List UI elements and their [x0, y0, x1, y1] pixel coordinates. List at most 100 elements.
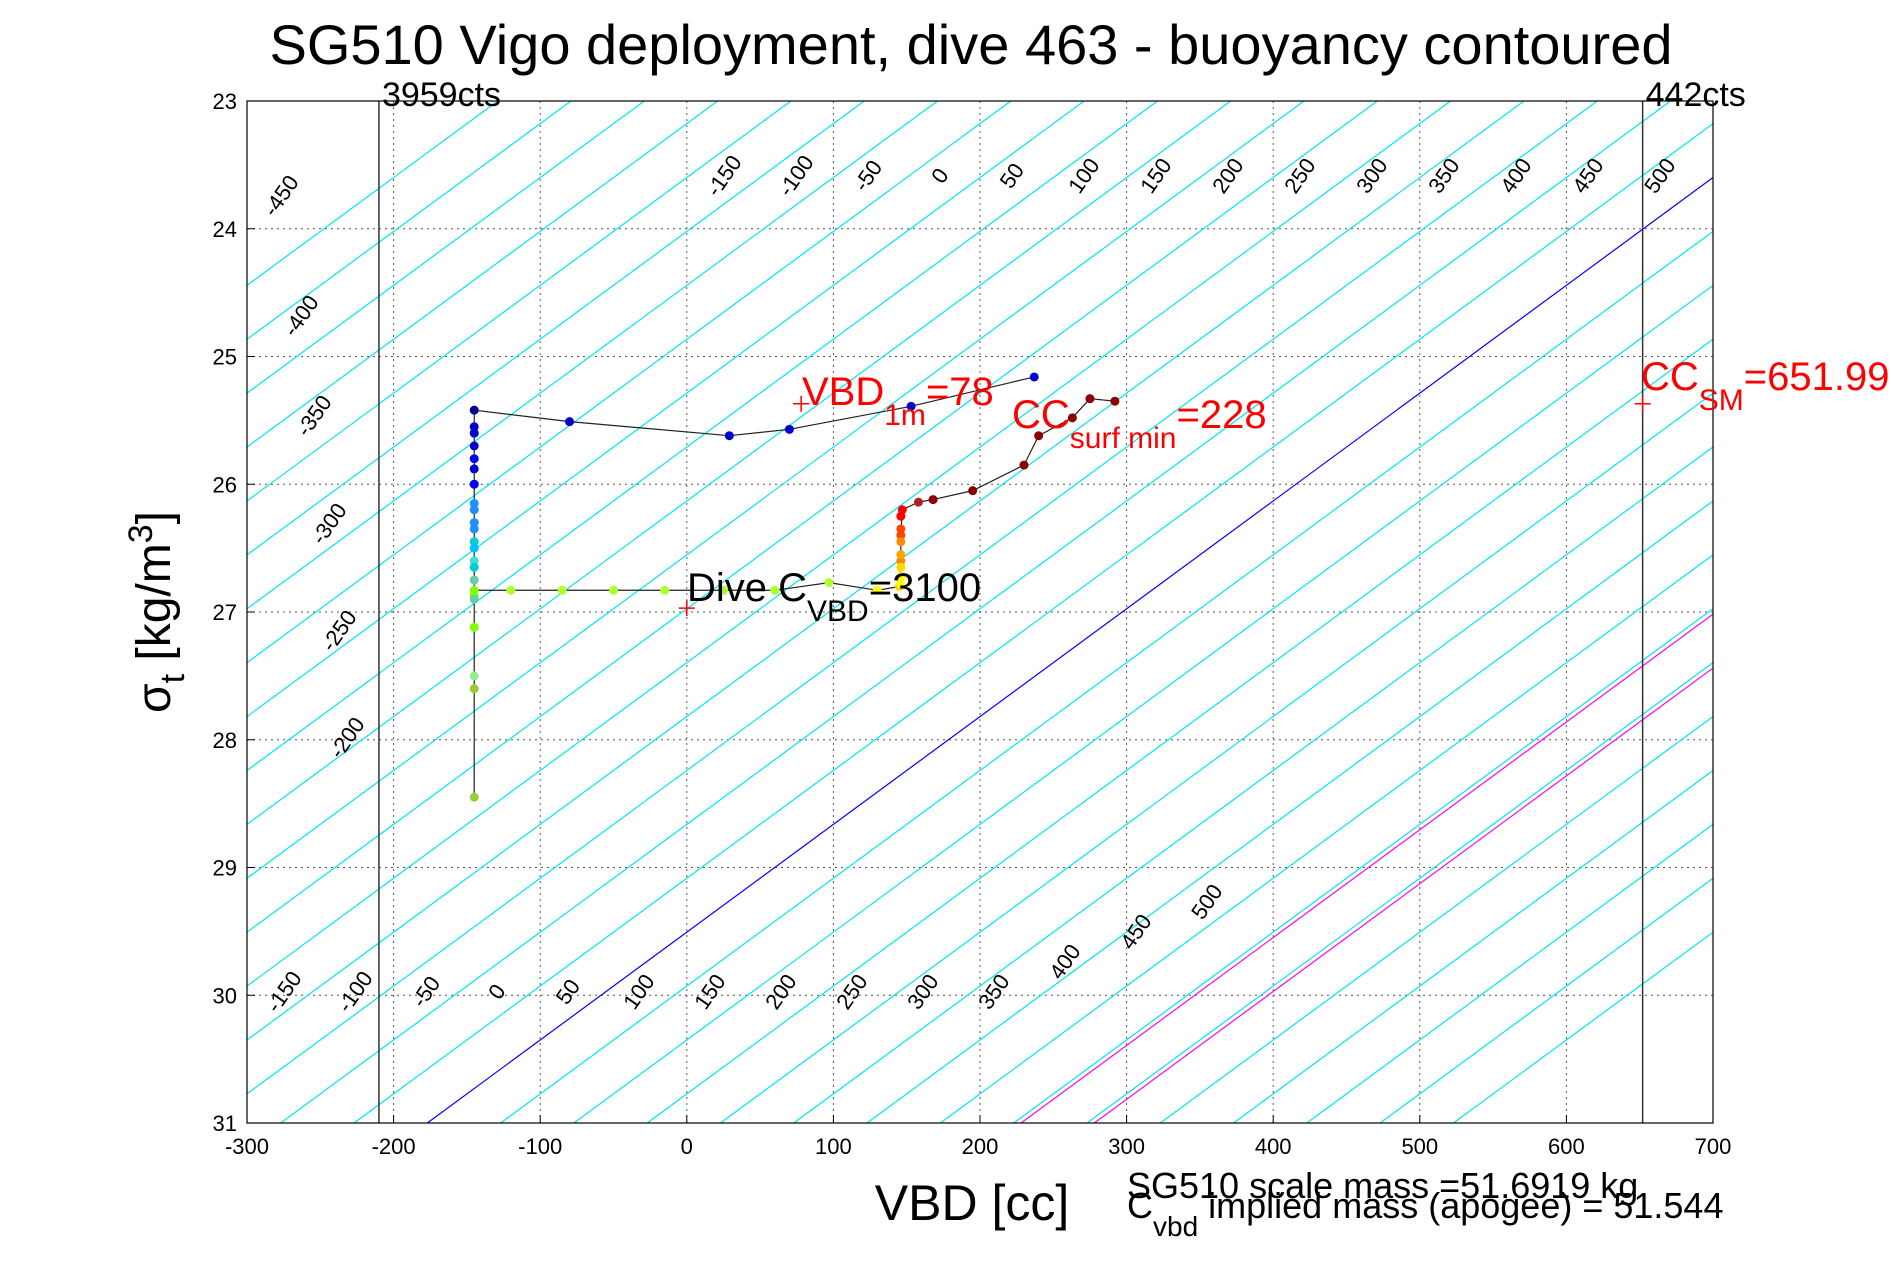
contour-line	[1379, 877, 1713, 1123]
cc-surf-value: =228	[1176, 393, 1266, 437]
dive-point	[896, 524, 906, 534]
dive-point	[1085, 394, 1095, 404]
vbd-1m-annotation: VBD1m=78	[802, 370, 994, 432]
dive-point	[565, 417, 575, 427]
dive-point	[968, 486, 978, 496]
contour-line	[247, 101, 938, 610]
contour-line	[247, 101, 1085, 718]
dive-point	[557, 585, 567, 595]
dive-point	[469, 594, 479, 604]
dive-point	[1029, 372, 1039, 382]
vbd-1m-value: =78	[926, 370, 994, 414]
dive-point	[718, 585, 728, 595]
y-axis-label: σt [kg/m3]	[122, 511, 192, 713]
contour-line	[247, 101, 792, 502]
dive-point	[724, 431, 734, 441]
x-tick-label: -200	[372, 1134, 416, 1159]
dive-point	[896, 530, 906, 540]
vbd-1m-main: VBD	[802, 370, 884, 414]
contour-line	[940, 554, 1713, 1123]
dive-cvbd-sub: VBD	[807, 595, 869, 628]
x-tick-label: 600	[1548, 1134, 1585, 1159]
cc-sm-sub: SM	[1699, 384, 1744, 417]
y-axis-label-sub: t	[154, 673, 192, 683]
x-axis-label: VBD [cc]	[875, 1175, 1069, 1231]
y-axis-label-main: σ	[128, 683, 181, 713]
contour-line	[247, 101, 1598, 1095]
y-ticks: 23 24 25 26 27 28 29 30 31	[213, 89, 255, 1136]
x-tick-label: 0	[681, 1134, 693, 1159]
y-axis-label-close: ]	[128, 511, 181, 524]
implied-mass-value: implied mass (apogee) = 51.544	[1198, 1185, 1723, 1226]
dive-point	[469, 505, 479, 515]
y-tick-label: 30	[213, 983, 237, 1008]
x-tick-label: 700	[1695, 1134, 1732, 1159]
dive-point	[660, 585, 670, 595]
dive-point	[469, 518, 479, 528]
dive-point	[896, 537, 906, 547]
x-tick-label: 100	[815, 1134, 852, 1159]
cc-sm-value: =651.99	[1744, 355, 1890, 399]
dive-point	[469, 622, 479, 632]
x-tick-label: 500	[1401, 1134, 1438, 1159]
dive-point	[896, 579, 906, 589]
y-tick-label: 29	[213, 856, 237, 881]
dive-point	[469, 543, 479, 553]
x-ticks: -300 -200 -100 0 100 200 300 400 500 600 700	[225, 1115, 1731, 1159]
dive-point	[469, 422, 479, 432]
y-axis-label-units: [kg/m	[128, 543, 181, 674]
dive-series	[469, 372, 1120, 802]
dive-point	[469, 537, 479, 547]
dive-point	[928, 495, 938, 505]
vertical-limit-lines: 3959cts 442cts	[378, 76, 1746, 1123]
dive-point	[872, 585, 882, 595]
y-tick-label: 24	[213, 217, 237, 242]
contour-line	[247, 101, 499, 287]
dive-point	[469, 464, 479, 474]
dive-track-line	[473, 376, 1035, 798]
dive-point	[469, 556, 479, 566]
dive-cvbd-annotation: Dive CVBD=3100	[687, 566, 981, 628]
contour-line-highlight	[1093, 667, 1713, 1123]
x-tick-label: 200	[962, 1134, 999, 1159]
contour-line	[573, 284, 1713, 1123]
cc-sm-main: CC	[1641, 355, 1699, 399]
contour-line	[866, 500, 1713, 1123]
dive-point	[913, 497, 923, 507]
dive-point	[469, 498, 479, 508]
dive-point	[469, 562, 479, 572]
dive-point	[469, 575, 479, 585]
dive-point	[896, 571, 906, 581]
dive-point	[469, 684, 479, 694]
dive-point	[1110, 396, 1120, 406]
contour-line	[1306, 823, 1713, 1123]
dive-point	[469, 405, 479, 415]
y-tick-label: 31	[213, 1111, 237, 1136]
y-tick-label: 26	[213, 472, 237, 497]
y-tick-label: 23	[213, 89, 237, 114]
x-tick-label: 400	[1255, 1134, 1292, 1159]
scale-mass-footer: SG510 scale mass =51.6919 kg	[1127, 1165, 1638, 1206]
dive-point	[469, 428, 479, 438]
dive-point	[770, 585, 780, 595]
dive-point	[1034, 431, 1044, 441]
cc-surf-main: CC	[1012, 393, 1070, 437]
contour-line	[1159, 715, 1713, 1123]
y-axis-label-sup: 3	[122, 524, 160, 543]
y-tick-label: 28	[213, 728, 237, 753]
vbd-limit-label: 442cts	[1646, 76, 1746, 114]
dive-point	[609, 585, 618, 595]
dive-point	[1067, 413, 1077, 423]
y-tick-label: 27	[213, 600, 237, 625]
contour-line	[1086, 661, 1713, 1123]
contour-line	[500, 230, 1713, 1123]
contour-line	[247, 101, 645, 394]
contour-line	[247, 101, 572, 340]
implied-mass-main: C	[1127, 1185, 1153, 1226]
cc-surf-sub: surf min	[1070, 422, 1177, 455]
dive-point	[784, 424, 794, 434]
vbd-limit-label: 3959cts	[382, 76, 501, 114]
dive-cvbd-main: Dive C	[687, 566, 807, 610]
dive-point	[469, 671, 479, 681]
